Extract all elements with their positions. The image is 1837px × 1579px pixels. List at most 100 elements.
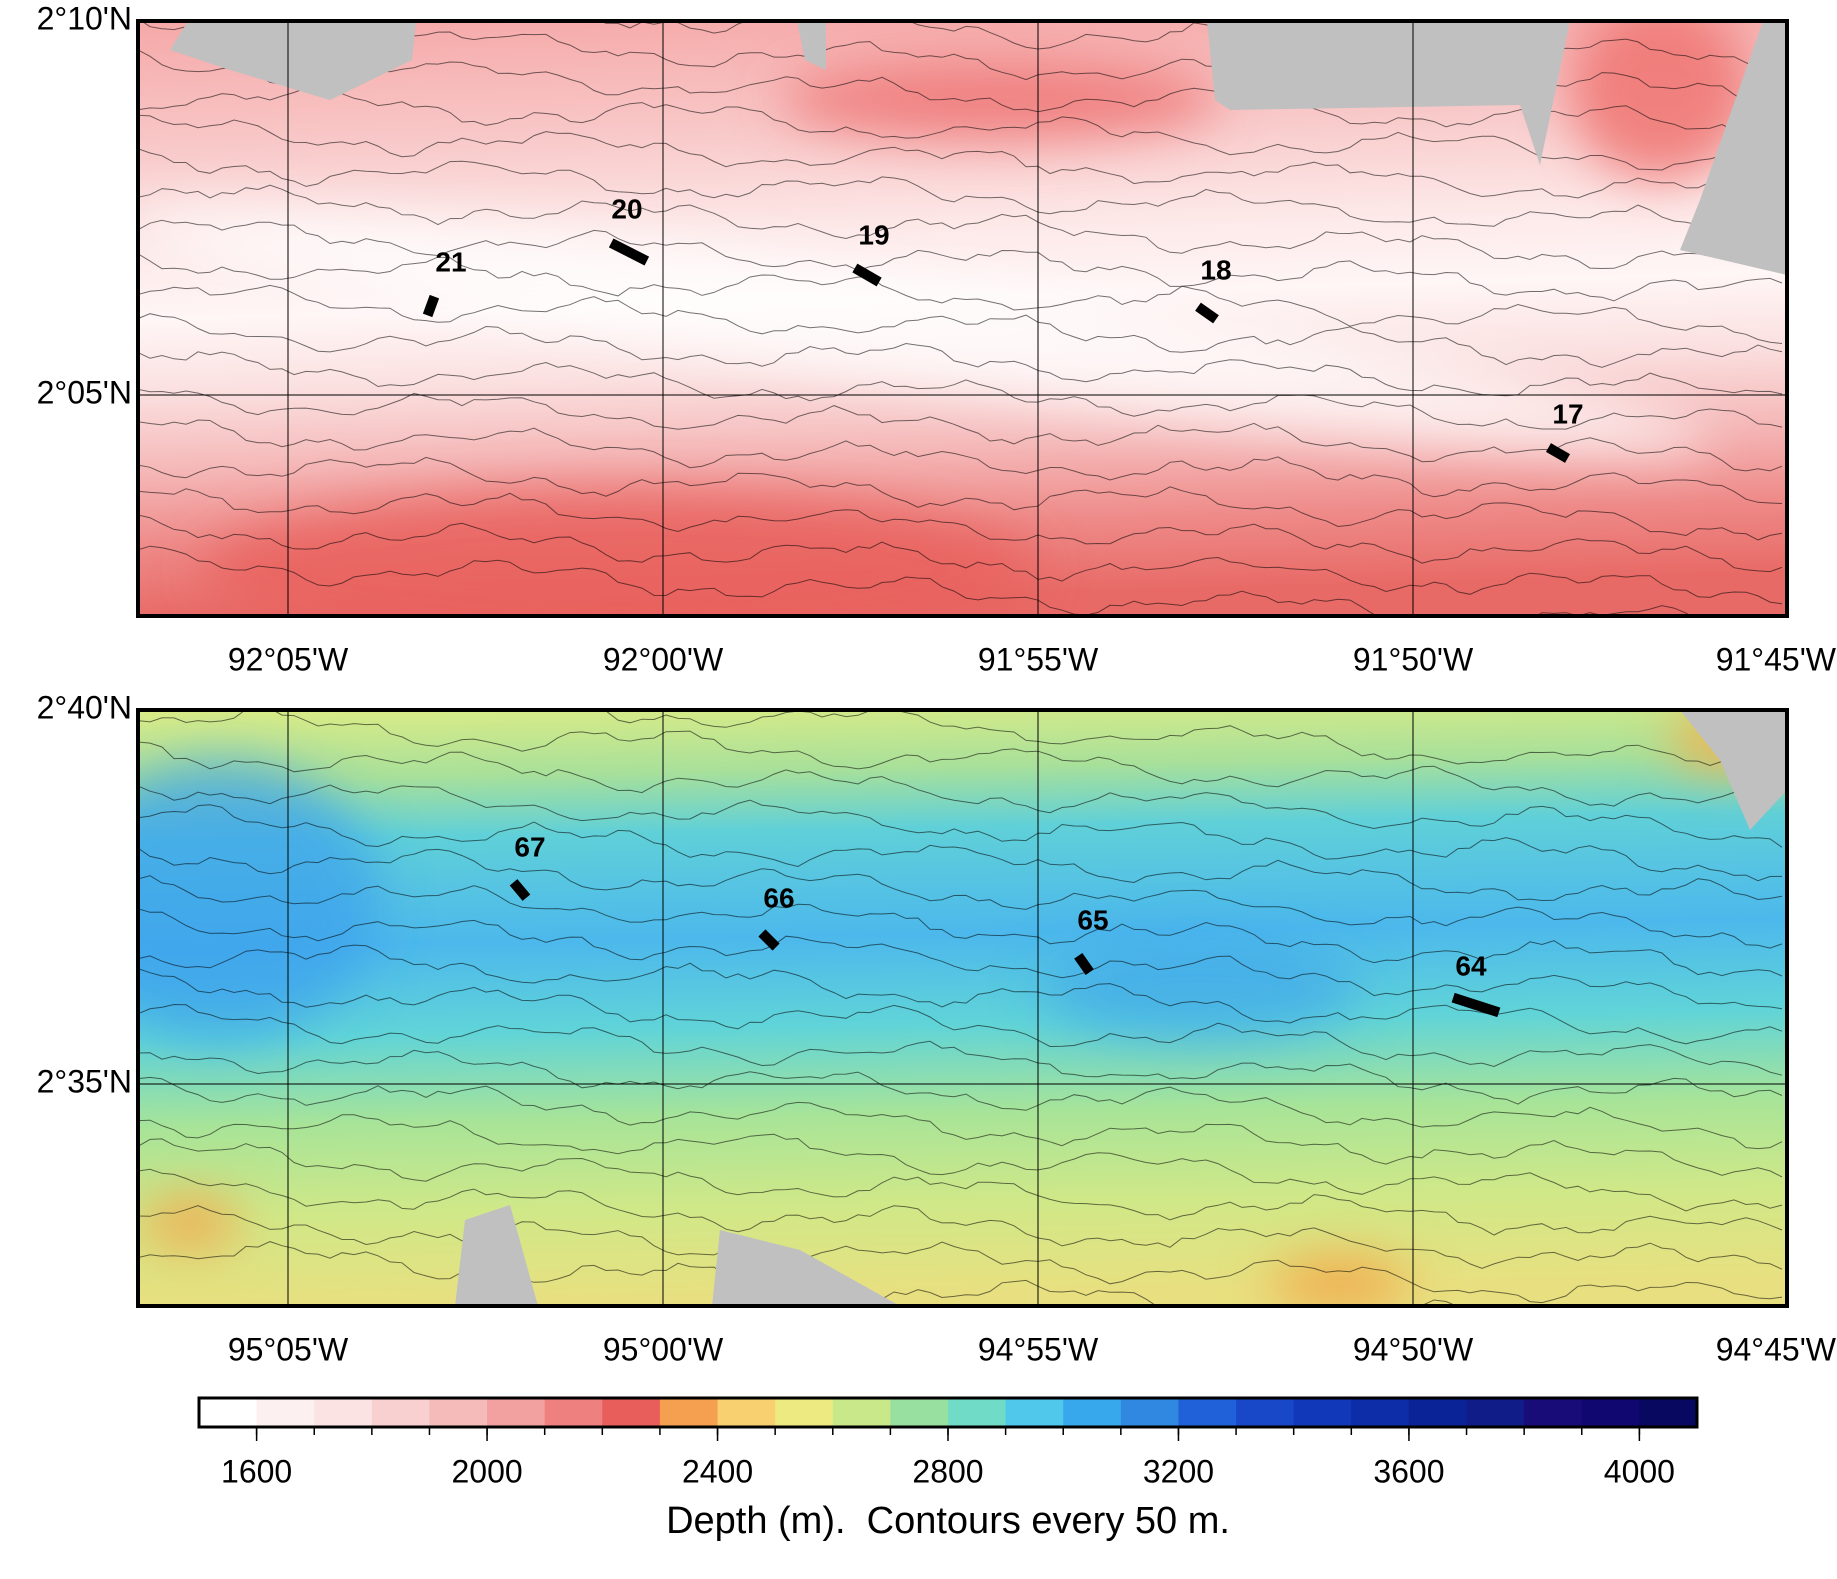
colorbar-swatch <box>602 1398 661 1427</box>
contour-line <box>138 351 1783 430</box>
colorbar-tick-label: 2400 <box>682 1453 753 1489</box>
colorbar-swatch <box>371 1398 430 1427</box>
station-marker <box>1545 443 1571 463</box>
colorbar-tick-label: 3200 <box>1143 1453 1214 1489</box>
station-marker <box>509 879 531 901</box>
colorbar-swatch <box>832 1398 891 1427</box>
colorbar-swatch <box>199 1398 258 1427</box>
station-marker <box>422 294 440 318</box>
colorbar-swatch <box>1236 1398 1295 1427</box>
station-label: 66 <box>763 882 794 913</box>
contour-line <box>138 86 1783 171</box>
colorbar-swatch <box>1408 1398 1468 1427</box>
colorbar-swatch <box>314 1398 373 1427</box>
colorbar-swatch <box>487 1398 546 1427</box>
colorbar-swatch <box>544 1398 603 1427</box>
contour-line <box>138 944 1783 1045</box>
contour-line <box>138 49 1783 144</box>
map-panel-top <box>138 21 1787 616</box>
colorbar-swatch <box>1063 1398 1122 1427</box>
colorbar-swatch <box>429 1398 488 1427</box>
contour-line <box>138 514 1783 605</box>
colorbar-swatch <box>659 1398 719 1427</box>
contour-line <box>138 1049 1783 1150</box>
contour-line <box>138 184 1783 270</box>
colorbar-swatch <box>1581 1398 1640 1427</box>
contour-line <box>138 710 1783 807</box>
lon-label: 94°55'W <box>978 1331 1099 1367</box>
colorbar-tick-label: 2800 <box>912 1453 983 1489</box>
colorbar-swatch <box>256 1398 315 1427</box>
colorbar-swatch <box>1466 1398 1525 1427</box>
colorbar-label: Depth (m). Contours every 50 m. <box>666 1500 1230 1542</box>
colorbar-swatch <box>948 1398 1007 1427</box>
lon-label: 92°00'W <box>603 641 724 677</box>
station-marker <box>1451 992 1501 1018</box>
lat-label: 2°35'N <box>37 1063 132 1099</box>
contour-line <box>138 741 1783 848</box>
colorbar-tick-label: 4000 <box>1604 1453 1675 1489</box>
station-marker <box>608 238 650 266</box>
station-marker <box>758 929 780 951</box>
colorbar-swatch <box>1524 1398 1583 1427</box>
lon-label: 92°05'W <box>228 641 349 677</box>
lon-label: 95°05'W <box>228 1331 349 1367</box>
contour-line <box>599 710 1783 782</box>
map-frame <box>136 19 1789 618</box>
contour-line <box>138 875 1783 977</box>
lon-label: 91°45'W <box>1716 641 1837 677</box>
colorbar-swatch <box>775 1398 834 1427</box>
colorbar-swatch <box>717 1398 776 1427</box>
contour-line <box>138 1205 1783 1304</box>
contour-line <box>138 908 1783 1010</box>
lon-label: 94°45'W <box>1716 1331 1837 1367</box>
lon-label: 91°55'W <box>978 641 1099 677</box>
lat-label: 2°05'N <box>37 374 132 410</box>
contour-line <box>138 545 1692 616</box>
lat-label: 2°40'N <box>37 689 132 725</box>
lon-label: 91°50'W <box>1353 641 1474 677</box>
station-label: 64 <box>1455 950 1487 981</box>
contour-line <box>138 1003 1783 1105</box>
colorbar-swatch <box>890 1398 949 1427</box>
colorbar-swatch <box>1005 1398 1064 1427</box>
lat-label: 2°10'N <box>37 0 132 36</box>
station-label: 67 <box>514 831 545 862</box>
contour-line <box>138 488 1783 573</box>
contour-line <box>138 1241 1458 1306</box>
lon-label: 94°50'W <box>1353 1331 1474 1367</box>
station-label: 18 <box>1200 254 1231 285</box>
lon-label: 95°00'W <box>603 1331 724 1367</box>
colorbar-swatch <box>1178 1398 1237 1427</box>
station-label: 20 <box>611 193 642 224</box>
colorbar-swatch <box>1120 1398 1179 1427</box>
map-frame <box>136 708 1789 1308</box>
contour-line <box>138 284 1783 368</box>
contour-line <box>138 456 1783 541</box>
colorbar-swatch <box>1351 1398 1410 1427</box>
contour-line <box>138 253 1783 344</box>
contour-line <box>138 313 1783 397</box>
contour-line <box>138 148 1783 243</box>
station-marker <box>1074 952 1094 976</box>
contour-line <box>138 784 1783 882</box>
contour-line <box>138 804 1783 902</box>
station-marker <box>1195 302 1219 324</box>
station-label: 21 <box>435 246 466 277</box>
contour-line <box>138 219 1783 302</box>
colorbar-tick-label: 2000 <box>451 1453 522 1489</box>
contour-line <box>138 1138 1783 1236</box>
contour-line <box>138 1114 1783 1212</box>
contour-line <box>138 388 1783 472</box>
station-label: 65 <box>1077 904 1108 935</box>
contour-line <box>138 114 1783 199</box>
station-label: 19 <box>858 219 889 250</box>
contour-line <box>138 1076 1783 1178</box>
map-panel-bottom <box>138 710 1787 1306</box>
station-marker <box>852 263 882 287</box>
colorbar-swatch <box>1639 1398 1698 1427</box>
contour-line <box>138 968 1783 1076</box>
contour-line <box>138 419 1783 504</box>
station-label: 17 <box>1552 398 1583 429</box>
